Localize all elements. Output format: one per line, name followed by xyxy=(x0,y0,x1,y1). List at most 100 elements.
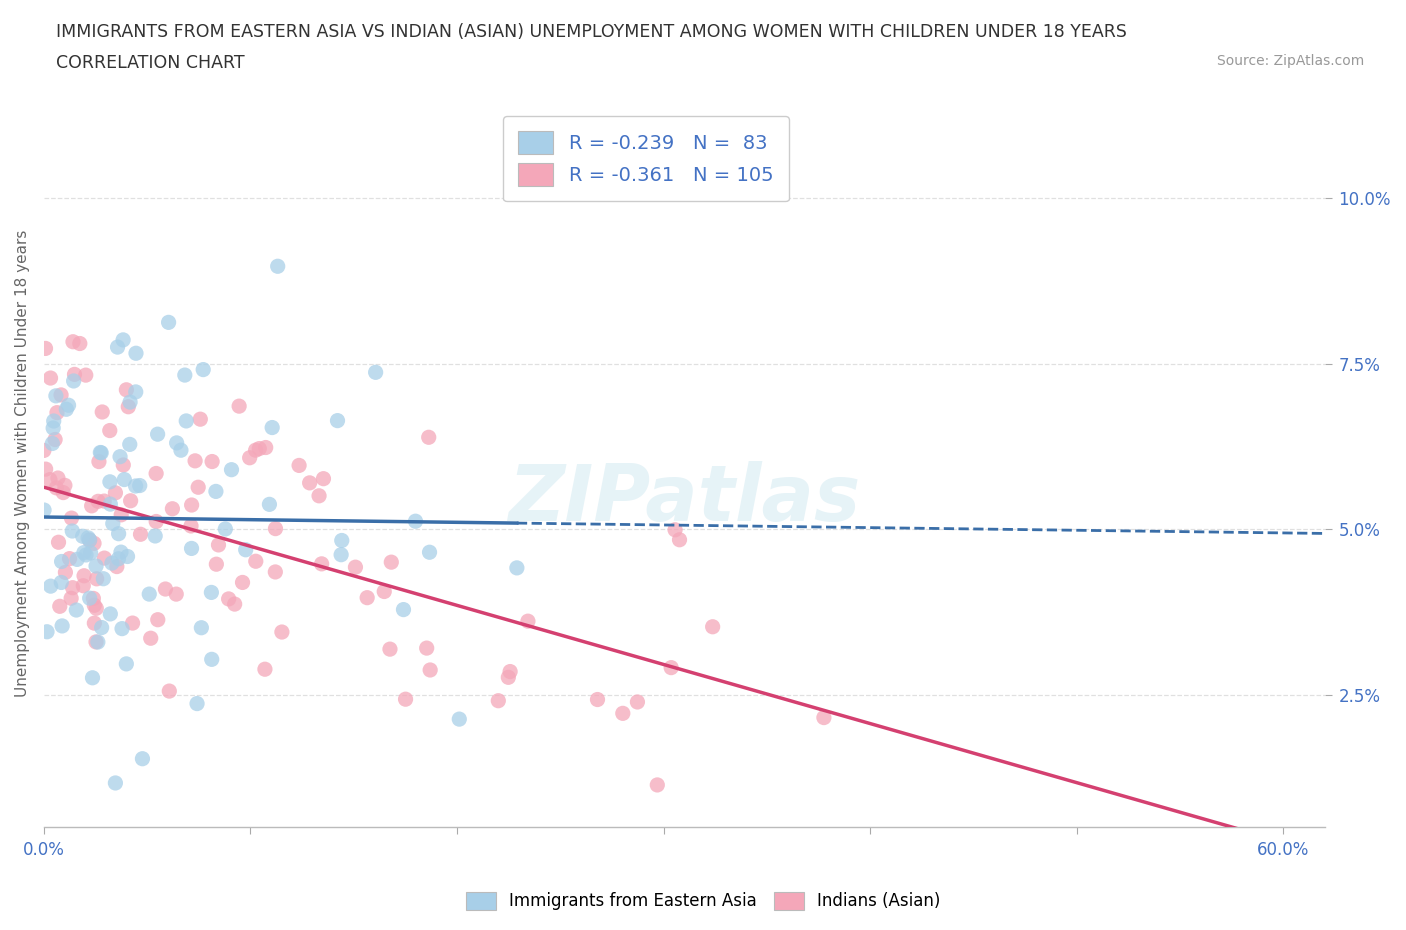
Point xyxy=(98,606,121,621)
Point xyxy=(112,332,135,347)
Point xyxy=(55,565,77,579)
Point xyxy=(104,485,127,500)
Point xyxy=(128,478,150,493)
Text: ZIPatlas: ZIPatlas xyxy=(508,461,860,538)
Point xyxy=(180,519,202,534)
Point xyxy=(586,692,609,707)
Point xyxy=(35,624,58,639)
Point xyxy=(125,346,148,361)
Point xyxy=(42,420,65,435)
Point xyxy=(506,561,529,576)
Point xyxy=(112,458,135,472)
Point xyxy=(107,551,129,566)
Point xyxy=(51,554,73,569)
Point xyxy=(93,494,115,509)
Point xyxy=(39,578,62,593)
Point xyxy=(231,575,253,590)
Point xyxy=(173,367,195,382)
Point xyxy=(60,524,83,538)
Point xyxy=(612,706,634,721)
Point xyxy=(42,414,65,429)
Point xyxy=(105,559,128,574)
Point xyxy=(187,480,209,495)
Point xyxy=(364,365,387,379)
Point xyxy=(107,526,129,541)
Point xyxy=(34,341,56,356)
Point xyxy=(84,634,107,649)
Point xyxy=(659,660,682,675)
Point xyxy=(91,571,114,586)
Point xyxy=(45,389,67,404)
Point xyxy=(356,591,378,605)
Point xyxy=(44,432,66,447)
Point xyxy=(131,751,153,766)
Point xyxy=(288,458,311,472)
Point xyxy=(63,367,86,382)
Text: Source: ZipAtlas.com: Source: ZipAtlas.com xyxy=(1216,54,1364,68)
Point xyxy=(205,557,228,572)
Point xyxy=(239,450,262,465)
Point xyxy=(110,508,132,523)
Point xyxy=(98,474,121,489)
Point xyxy=(205,484,228,498)
Point xyxy=(311,556,333,571)
Point xyxy=(73,568,96,583)
Point xyxy=(626,695,648,710)
Point xyxy=(107,339,129,354)
Point xyxy=(813,711,835,725)
Point xyxy=(664,523,686,538)
Point xyxy=(84,559,107,574)
Point xyxy=(91,405,114,419)
Point xyxy=(60,591,83,605)
Point xyxy=(330,533,353,548)
Point xyxy=(499,664,522,679)
Point xyxy=(79,546,101,561)
Point xyxy=(207,538,229,552)
Point xyxy=(201,454,224,469)
Point xyxy=(312,472,335,486)
Point xyxy=(253,662,276,677)
Point xyxy=(120,493,142,508)
Point xyxy=(77,530,100,545)
Point xyxy=(90,445,112,460)
Point xyxy=(53,478,76,493)
Point xyxy=(214,522,236,537)
Point xyxy=(139,631,162,645)
Point xyxy=(93,551,115,565)
Point xyxy=(62,334,84,349)
Point xyxy=(45,481,67,496)
Point xyxy=(66,551,89,566)
Point xyxy=(380,554,402,569)
Point xyxy=(180,541,202,556)
Point xyxy=(516,614,538,629)
Point xyxy=(39,370,62,385)
Point xyxy=(418,430,440,445)
Point xyxy=(84,601,107,616)
Point xyxy=(344,560,367,575)
Point xyxy=(82,591,104,605)
Point xyxy=(419,662,441,677)
Point xyxy=(224,597,246,612)
Point xyxy=(98,497,121,512)
Point xyxy=(82,671,104,685)
Point xyxy=(394,692,416,707)
Point xyxy=(170,443,193,458)
Point xyxy=(79,533,101,548)
Point xyxy=(55,402,77,417)
Point xyxy=(166,435,188,450)
Point xyxy=(392,602,415,617)
Point xyxy=(34,461,56,476)
Point xyxy=(143,528,166,543)
Point xyxy=(155,581,177,596)
Point xyxy=(180,498,202,512)
Point xyxy=(48,535,70,550)
Point xyxy=(645,777,668,792)
Point xyxy=(145,466,167,481)
Point xyxy=(405,513,427,528)
Point xyxy=(270,625,292,640)
Point xyxy=(110,545,132,560)
Point xyxy=(146,612,169,627)
Point xyxy=(668,532,690,547)
Point xyxy=(90,620,112,635)
Point xyxy=(87,494,110,509)
